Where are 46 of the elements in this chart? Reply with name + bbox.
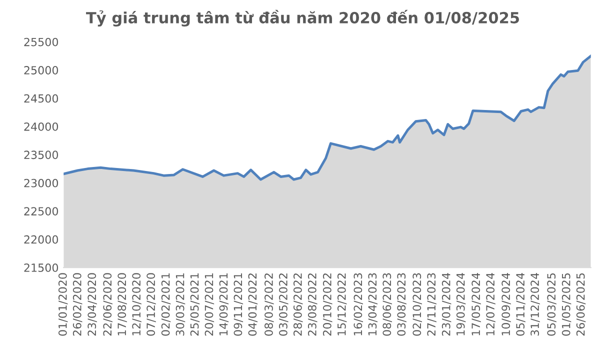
- x-tick-label: 05/03/2025: [547, 273, 556, 336]
- x-tick-label: 13/04/2023: [368, 273, 378, 336]
- x-tick-label: 23/04/2020: [88, 273, 97, 336]
- x-tick-label: 26/02/2020: [72, 273, 82, 336]
- x-tick-label: 03/08/2023: [397, 273, 406, 336]
- x-tick-label: 23/01/2024: [442, 273, 452, 336]
- x-tick-label: 22/06/2020: [103, 273, 112, 336]
- x-tick-label: 12/07/2024: [486, 273, 496, 336]
- x-tick-label: 27/11/2023: [427, 273, 436, 336]
- y-tick-label: 25500: [24, 38, 58, 46]
- y-tick-label: 23500: [24, 150, 58, 160]
- x-tick-label: 30/03/2021: [176, 273, 186, 336]
- y-tick-label: 25000: [24, 66, 58, 74]
- x-tick-label: 12/10/2020: [132, 273, 142, 336]
- x-tick-label: 23/08/2022: [308, 274, 318, 336]
- y-tick-label: 24500: [24, 94, 58, 103]
- x-tick-label: 03/05/2022: [279, 274, 288, 336]
- y-tick-label: 21500: [24, 264, 58, 272]
- x-tick-label: 02/10/2023: [412, 273, 422, 336]
- x-tick-label: 04/01/2022: [248, 274, 258, 336]
- x-tick-label: 09/11/2021: [234, 273, 244, 336]
- x-tick-label: 05/11/2024: [516, 273, 526, 336]
- x-tick-label: 31/12/2024: [530, 273, 540, 336]
- x-tick-label: 26/06/2025: [576, 273, 586, 336]
- x-tick-label: 15/12/2022: [337, 274, 347, 336]
- x-tick-label: 17/05/2024: [472, 273, 481, 336]
- y-tick-label: 22000: [24, 235, 58, 244]
- x-tick-label: 14/09/2021: [219, 273, 229, 336]
- x-tick-label: 08/06/2023: [382, 273, 392, 336]
- y-tick-label: 24000: [24, 122, 58, 131]
- x-tick-label: 16/02/2023: [354, 273, 364, 336]
- x-tick-label: 19/03/2024: [456, 273, 466, 336]
- x-tick-label: 25/05/2021: [190, 273, 200, 336]
- x-tick-label: 07/12/2020: [146, 273, 156, 336]
- x-tick-label: 02/02/2021: [161, 273, 171, 336]
- x-tick-label: 01/05/2025: [562, 273, 572, 336]
- x-tick-label: 20/10/2022: [322, 274, 332, 336]
- x-tick-label: 01/01/2020: [58, 273, 68, 336]
- x-tick-label: 17/08/2020: [118, 273, 127, 336]
- chart-title: Tỷ giá trung tâm từ đầu năm 2020 đến 01/08/2025: [86, 10, 519, 27]
- y-tick-label: 23000: [24, 178, 58, 188]
- x-tick-label: 20/07/2021: [204, 273, 214, 336]
- x-tick-label: 10/09/2024: [502, 273, 511, 336]
- y-tick-label: 22500: [24, 207, 58, 216]
- x-tick-label: 08/03/2022: [264, 274, 274, 336]
- x-tick-label: 28/06/2022: [293, 274, 303, 336]
